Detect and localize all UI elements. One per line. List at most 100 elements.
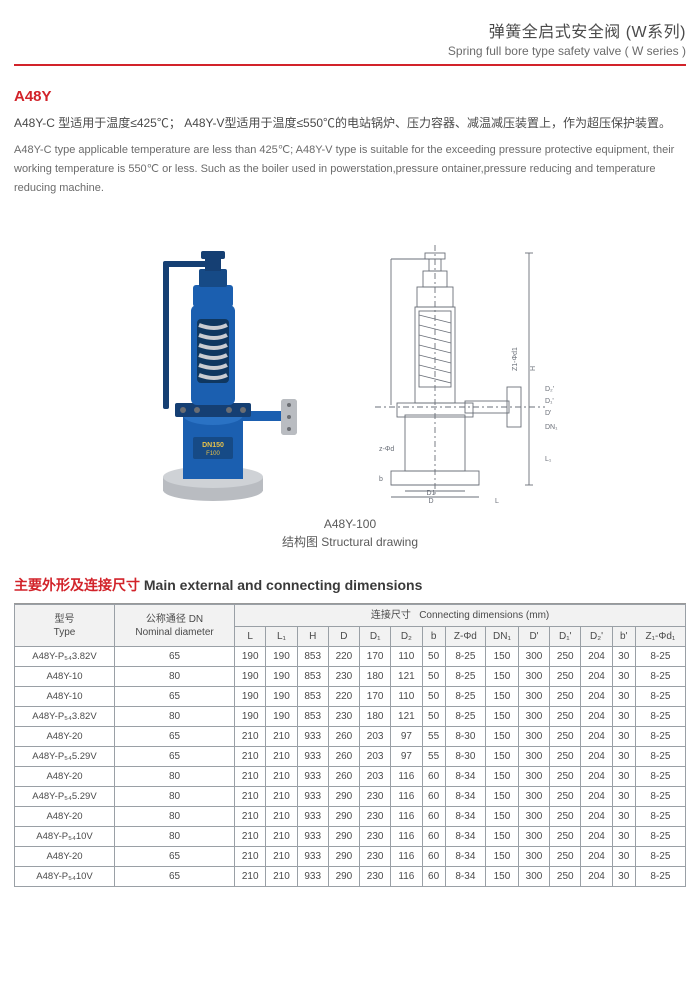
table-row: A48Y-P₅₄10V65210210933290230116608-34150… [15, 867, 686, 887]
page-header: 弹簧全启式安全阀 (W系列) Spring full bore type saf… [14, 18, 686, 58]
cell-value: 204 [581, 767, 612, 787]
cell-value: 290 [328, 787, 359, 807]
cell-value: 300 [518, 707, 549, 727]
cell-value: 250 [550, 747, 581, 767]
col-conn-group: 连接尺寸 Connecting dimensions (mm) [235, 605, 686, 627]
cell-type: A48Y-P₅₄3.82V [15, 647, 115, 667]
cell-value: 55 [422, 727, 445, 747]
cell-type: A48Y-20 [15, 767, 115, 787]
cell-value: 250 [550, 807, 581, 827]
cell-value: 170 [360, 687, 391, 707]
cell-value: 933 [297, 827, 328, 847]
cell-value: 50 [422, 707, 445, 727]
cell-value: 853 [297, 647, 328, 667]
cell-value: 150 [486, 687, 519, 707]
svg-text:DN₁: DN₁ [545, 424, 558, 431]
cell-value: 8-25 [635, 867, 685, 887]
cell-value: 203 [360, 727, 391, 747]
cell-value: 250 [550, 707, 581, 727]
figure-caption: A48Y-100 结构图 Structural drawing [14, 515, 686, 551]
cell-value: 300 [518, 767, 549, 787]
cell-value: 60 [422, 827, 445, 847]
cell-dn: 65 [114, 727, 234, 747]
cell-value: 150 [486, 807, 519, 827]
cell-type: A48Y-P₅₄3.82V [15, 707, 115, 727]
cell-value: 180 [360, 707, 391, 727]
table-row: A48Y-P₅₄5.29V80210210933290230116608-341… [15, 787, 686, 807]
cell-value: 8-25 [635, 847, 685, 867]
col-dn: 公称通径 DN Nominal diameter [114, 605, 234, 647]
cell-value: 60 [422, 807, 445, 827]
cell-value: 210 [235, 787, 266, 807]
cell-value: 933 [297, 807, 328, 827]
cell-value: 8-25 [635, 687, 685, 707]
cell-value: 210 [235, 807, 266, 827]
cell-value: 300 [518, 687, 549, 707]
cell-value: 250 [550, 767, 581, 787]
cell-dn: 80 [114, 807, 234, 827]
cell-value: 8-25 [445, 667, 485, 687]
cell-value: 204 [581, 847, 612, 867]
cell-value: 250 [550, 787, 581, 807]
cell-dn: 80 [114, 707, 234, 727]
cell-value: 933 [297, 727, 328, 747]
cell-type: A48Y-P₅₄5.29V [15, 787, 115, 807]
cell-value: 170 [360, 647, 391, 667]
cell-value: 210 [266, 747, 297, 767]
cell-value: 116 [391, 787, 422, 807]
cell-value: 290 [328, 867, 359, 887]
cell-value: 220 [328, 687, 359, 707]
table-row: A48Y-1080190190853230180121508-251503002… [15, 667, 686, 687]
cell-value: 150 [486, 667, 519, 687]
cell-value: 300 [518, 667, 549, 687]
cell-dn: 65 [114, 687, 234, 707]
cell-value: 190 [235, 707, 266, 727]
cell-value: 8-25 [445, 707, 485, 727]
cell-value: 8-25 [635, 827, 685, 847]
svg-text:D1: D1 [427, 490, 436, 497]
cell-value: 230 [360, 867, 391, 887]
cell-value: 300 [518, 747, 549, 767]
cell-value: 210 [266, 727, 297, 747]
cell-value: 150 [486, 647, 519, 667]
cell-dn: 80 [114, 827, 234, 847]
cell-value: 300 [518, 867, 549, 887]
cell-value: 121 [391, 667, 422, 687]
cell-value: 210 [266, 867, 297, 887]
table-row: A48Y-206521021093326020397558-3015030025… [15, 727, 686, 747]
cell-value: 290 [328, 827, 359, 847]
cell-value: 230 [328, 667, 359, 687]
cell-value: 230 [360, 807, 391, 827]
cell-value: 110 [391, 687, 422, 707]
cell-value: 204 [581, 747, 612, 767]
cell-value: 8-30 [445, 727, 485, 747]
cell-value: 30 [612, 767, 635, 787]
cell-value: 8-25 [635, 727, 685, 747]
cell-value: 8-25 [635, 667, 685, 687]
table-row: A48Y-2080210210933260203116608-341503002… [15, 767, 686, 787]
cell-dn: 65 [114, 847, 234, 867]
cell-value: 8-34 [445, 867, 485, 887]
cell-value: 210 [266, 767, 297, 787]
cell-value: 150 [486, 727, 519, 747]
cell-value: 30 [612, 707, 635, 727]
cell-value: 250 [550, 647, 581, 667]
caption-line2: 结构图 Structural drawing [14, 533, 686, 551]
cell-value: 8-34 [445, 847, 485, 867]
section-en: Main external and connecting dimensions [144, 577, 423, 593]
cell-value: 60 [422, 787, 445, 807]
cell-value: 30 [612, 867, 635, 887]
description-en: A48Y-C type applicable temperature are l… [14, 141, 686, 197]
cell-type: A48Y-20 [15, 847, 115, 867]
cell-value: 204 [581, 867, 612, 887]
cell-value: 230 [360, 847, 391, 867]
cell-value: 290 [328, 807, 359, 827]
cell-value: 210 [235, 827, 266, 847]
table-row: A48Y-P₅₄3.82V65190190853220170110508-251… [15, 647, 686, 667]
cell-type: A48Y-10 [15, 687, 115, 707]
cell-value: 30 [612, 727, 635, 747]
cell-value: 204 [581, 667, 612, 687]
title-en: Spring full bore type safety valve ( W s… [14, 44, 686, 58]
table-row: A48Y-1065190190853220170110508-251503002… [15, 687, 686, 707]
cell-value: 60 [422, 847, 445, 867]
